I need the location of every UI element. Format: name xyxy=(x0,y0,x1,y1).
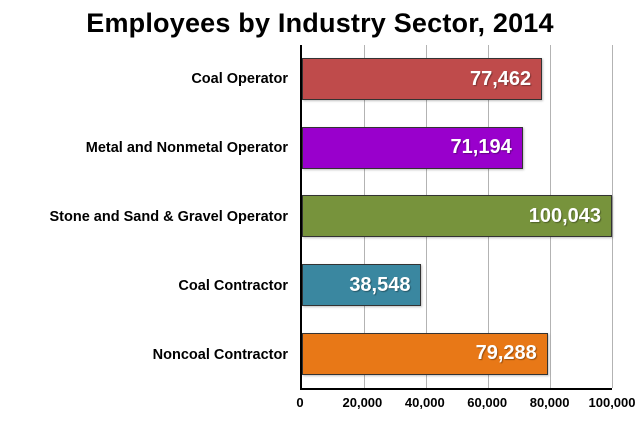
bars-layer: 77,462 71,194 100,043 38,548 79,288 xyxy=(302,45,612,388)
bar: 38,548 xyxy=(302,264,422,307)
chart-body: Coal Operator Metal and Nonmetal Operator… xyxy=(0,45,640,390)
x-tick-label: 80,000 xyxy=(529,395,570,410)
gridline xyxy=(612,45,613,388)
bar-row: 79,288 xyxy=(302,319,612,388)
x-axis-ticks: 0 20,000 40,000 60,000 80,000 100,000 xyxy=(296,390,635,414)
chart-title: Employees by Industry Sector, 2014 xyxy=(86,8,554,38)
category-label: Stone and Sand & Gravel Operator xyxy=(49,208,289,225)
plot-area: 77,462 71,194 100,043 38,548 79,288 xyxy=(300,45,613,390)
category-label: Noncoal Contractor xyxy=(152,346,288,363)
bar-value-label: 38,548 xyxy=(349,273,411,296)
bar: 100,043 xyxy=(302,195,612,238)
category-label: Metal and Nonmetal Operator xyxy=(85,139,288,156)
bar-row: 100,043 xyxy=(302,182,612,251)
bar-value-label: 71,194 xyxy=(450,136,512,159)
bar-value-label: 100,043 xyxy=(528,204,601,227)
x-tick-label: 0 xyxy=(296,395,304,410)
bar-value-label: 77,462 xyxy=(469,67,532,90)
x-tick-label: 20,000 xyxy=(342,395,383,410)
bar: 77,462 xyxy=(302,58,543,101)
bar-row: 77,462 xyxy=(302,45,612,114)
bar-row: 38,548 xyxy=(302,251,612,320)
bar-value-label: 79,288 xyxy=(475,342,537,365)
bar-row: 71,194 xyxy=(302,114,612,183)
x-tick-label: 40,000 xyxy=(404,395,445,410)
category-label: Coal Operator xyxy=(191,70,288,87)
bar: 79,288 xyxy=(302,332,548,375)
category-axis: Coal Operator Metal and Nonmetal Operator… xyxy=(0,45,300,390)
x-tick-label: 100,000 xyxy=(588,395,636,410)
category-label: Coal Contractor xyxy=(178,277,288,294)
x-tick-label: 60,000 xyxy=(467,395,508,410)
bar: 71,194 xyxy=(302,126,523,169)
